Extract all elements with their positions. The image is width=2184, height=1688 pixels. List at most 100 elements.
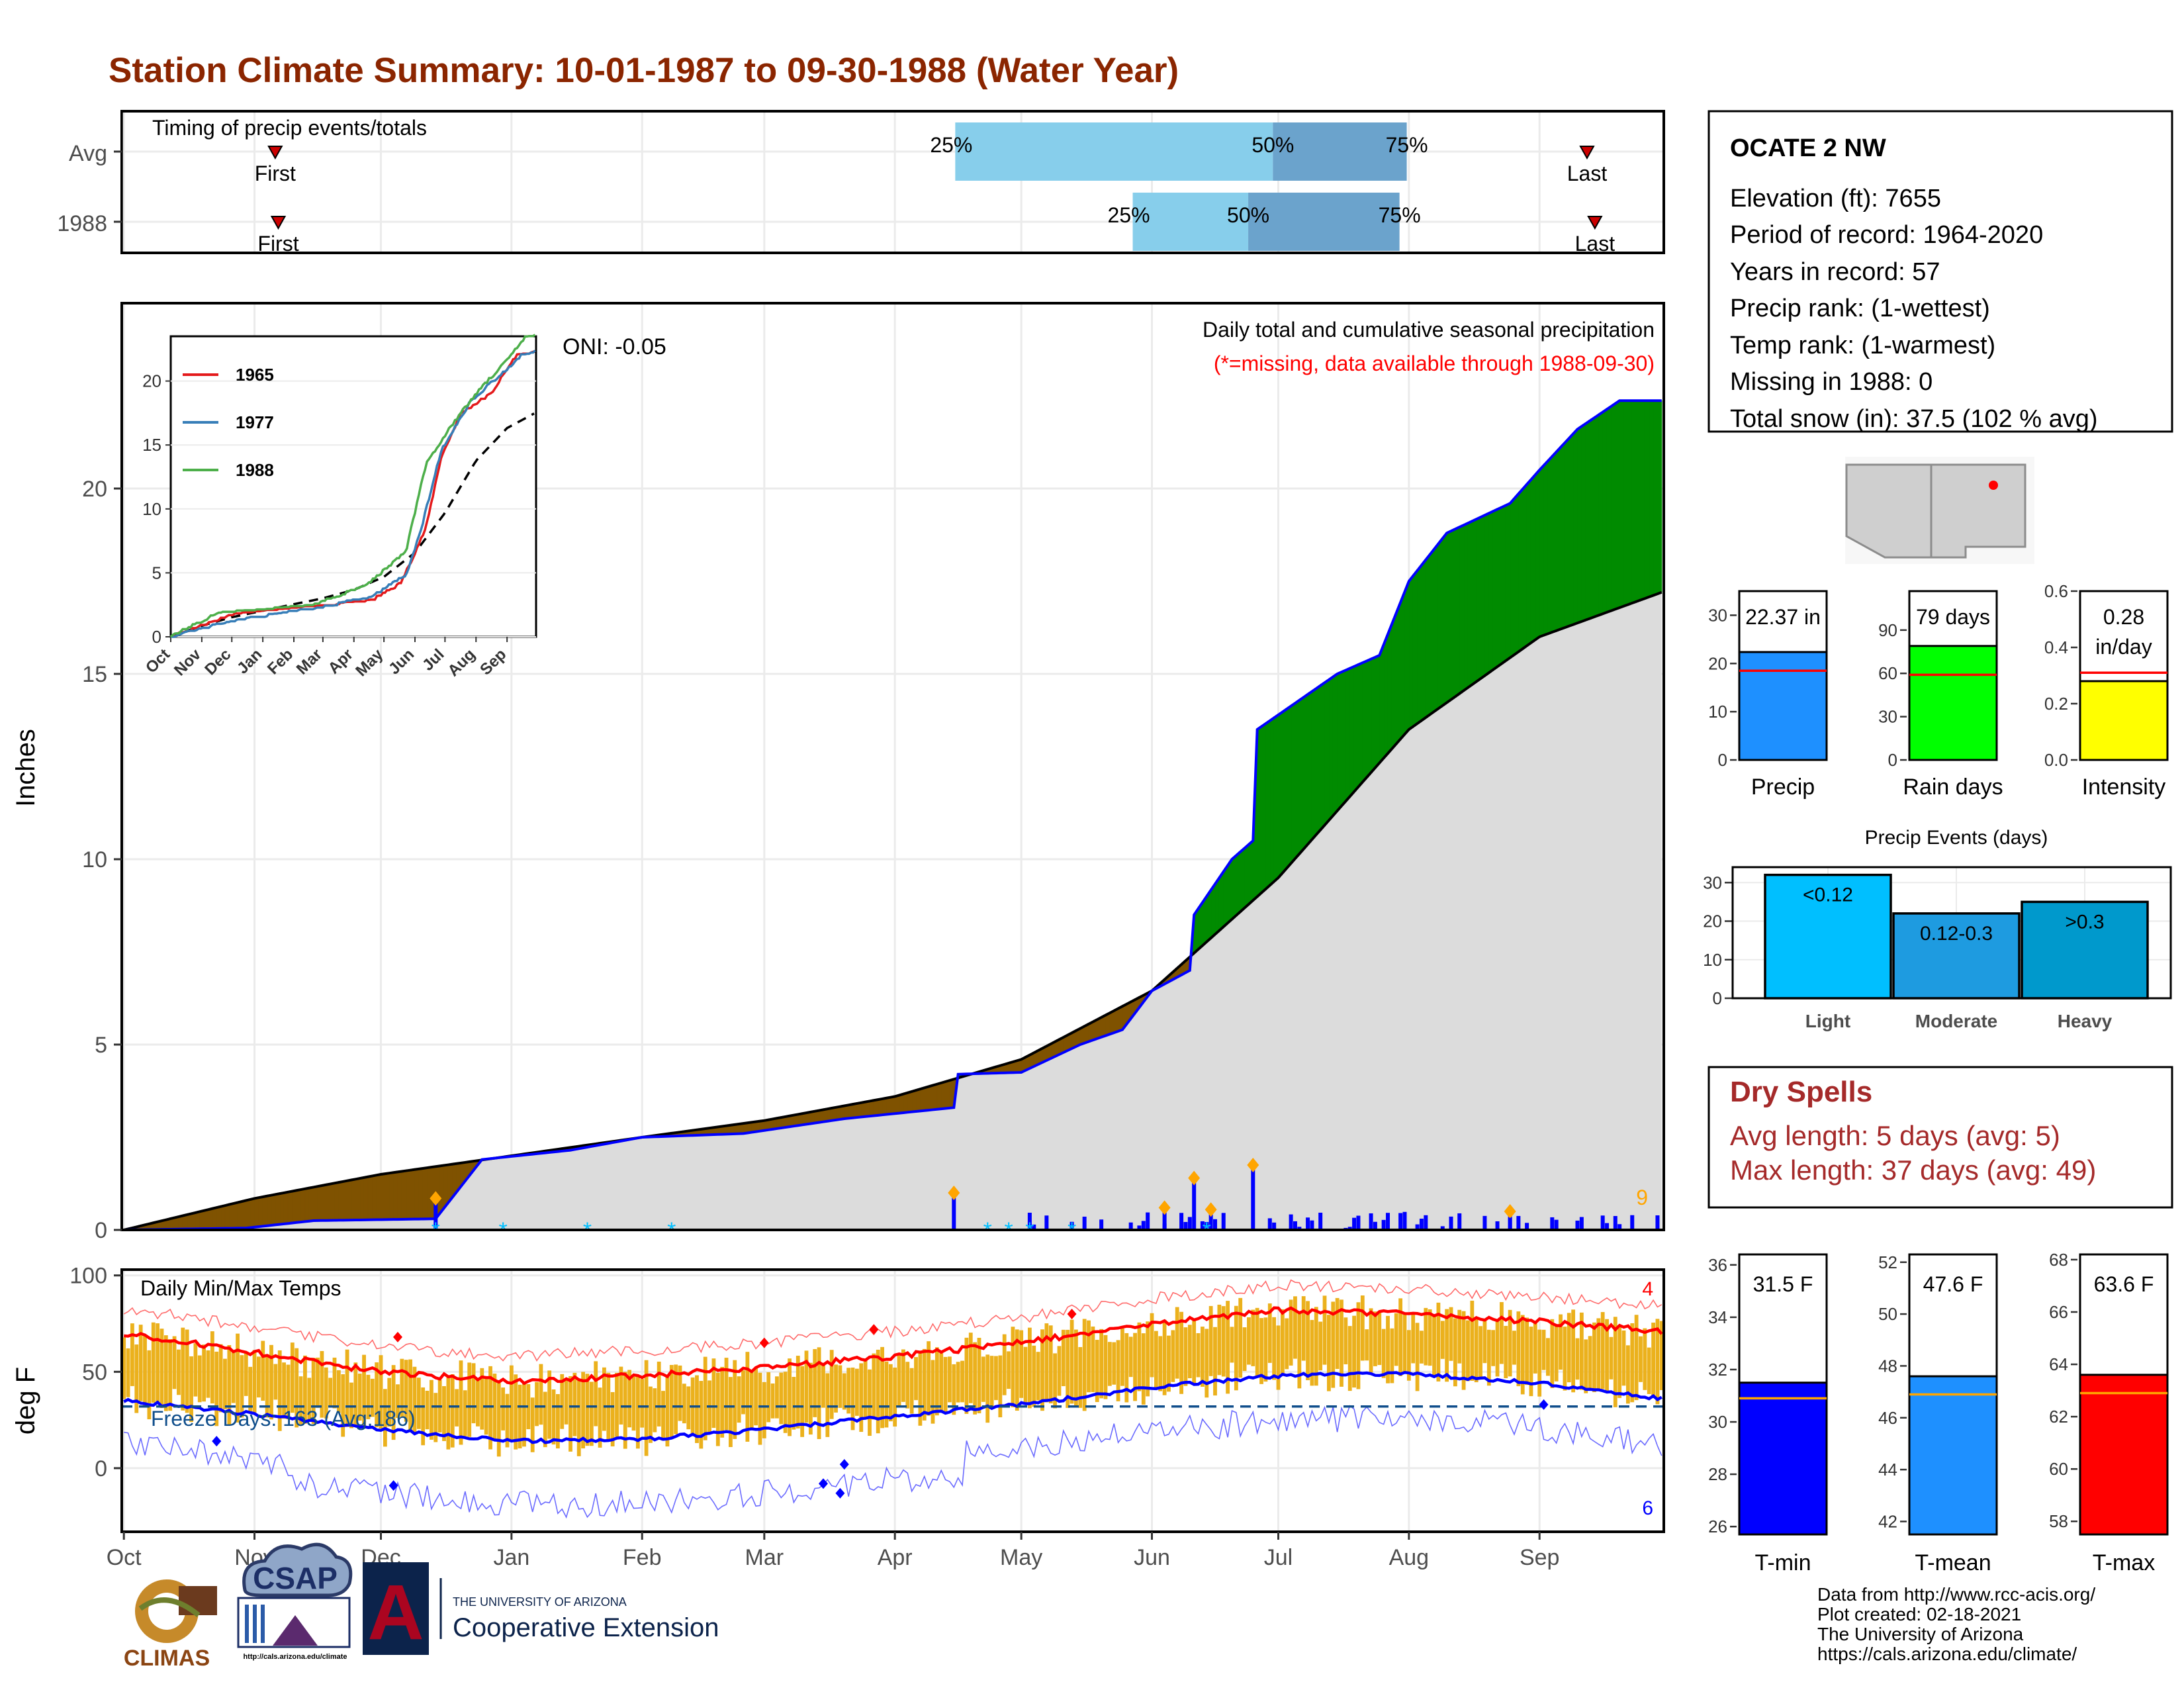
cumulative-departure-segment xyxy=(1421,559,1426,722)
cumulative-departure-segment xyxy=(220,1205,226,1229)
daily-temp-range-bar xyxy=(1167,1335,1171,1392)
daily-temp-range-bar xyxy=(303,1355,307,1424)
cumulative-departure-segment xyxy=(367,1175,373,1221)
temp-bar-tick-label: 32 xyxy=(1708,1360,1727,1380)
mini-bar-value xyxy=(1738,651,1828,761)
temp-bar-tick-label: 62 xyxy=(2049,1407,2068,1427)
cumulative-departure-segment xyxy=(287,1190,293,1224)
daily-temp-range-bar xyxy=(1613,1317,1617,1407)
daily-precip-bar xyxy=(1082,1216,1087,1230)
daily-temp-range-bar xyxy=(518,1384,522,1449)
daily-temp-range-bar xyxy=(854,1368,859,1416)
daily-temp-range-bar xyxy=(134,1344,139,1413)
cumulative-departure-segment xyxy=(1391,612,1397,750)
cumulative-departure-segment xyxy=(1442,532,1447,706)
daily-temp-range-bar xyxy=(1651,1323,1655,1397)
daily-temp-range-bar xyxy=(1192,1320,1197,1385)
cumulative-departure-segment xyxy=(212,1207,217,1229)
daily-temp-range-bar xyxy=(1609,1336,1614,1380)
daily-temp-range-bar xyxy=(416,1378,421,1429)
cumulative-departure-segment xyxy=(1362,660,1367,783)
mini-bar-value-label: 79 days xyxy=(1916,605,1990,629)
daily-temp-range-bar xyxy=(122,1337,126,1399)
daily-precip-bar xyxy=(1381,1219,1386,1230)
daily-temp-range-bar xyxy=(1466,1320,1470,1382)
month-tick-label: Feb xyxy=(623,1545,662,1570)
credit-plot-created: Plot created: 02-18-2021 xyxy=(1817,1604,2021,1624)
station-period: Period of record: 1964-2020 xyxy=(1730,221,2043,249)
daily-temp-range-bar xyxy=(1525,1317,1529,1385)
daily-precip-bar xyxy=(1318,1212,1323,1230)
daily-temp-range-bar xyxy=(943,1356,948,1414)
daily-temp-range-bar xyxy=(829,1350,834,1419)
daily-temp-range-bar xyxy=(467,1362,472,1437)
daily-temp-range-bar xyxy=(1550,1319,1555,1388)
cumulative-departure-segment xyxy=(928,1084,933,1111)
station-precip-rank: Precip rank: (1-wettest) xyxy=(1730,295,1990,322)
daily-temp-range-bar xyxy=(610,1392,615,1447)
daily-temp-range-bar xyxy=(501,1387,506,1430)
cumulative-departure-segment xyxy=(342,1180,348,1221)
cumulative-departure-segment xyxy=(241,1199,247,1229)
daily-temp-range-bar xyxy=(927,1341,931,1416)
timing-label: Timing of precip events/totals xyxy=(152,116,427,140)
temp-y-tick-label: 50 xyxy=(82,1360,107,1385)
station-missing: Missing in 1988: 0 xyxy=(1730,368,1933,396)
precip-events-chart: Precip Events (days) 0 10 20 30 <0.12 Light 0.… xyxy=(1703,827,2172,1031)
cumulative-departure-segment xyxy=(1206,889,1212,943)
precip-summary-bars: 22.37 in 0 10 20 30 Precip 79 days 0 30 60 90 Rain … xyxy=(1708,581,2169,800)
daily-temp-range-bar xyxy=(669,1364,674,1437)
daily-temp-range-bar xyxy=(1141,1333,1146,1405)
daily-precip-bar xyxy=(1550,1217,1555,1230)
daily-temp-range-bar xyxy=(1221,1306,1226,1377)
cumulative-departure-segment xyxy=(1640,400,1645,601)
daily-precip-bar xyxy=(1605,1223,1610,1230)
daily-precip-bar xyxy=(1205,1222,1209,1230)
station-info-box: OCATE 2 NW Elevation (ft): 7655 Period o… xyxy=(1707,110,2173,433)
mini-bar-value xyxy=(1908,645,1998,761)
record-max-count: 4 xyxy=(1642,1278,1653,1300)
temp-bar-tick-label: 34 xyxy=(1708,1307,1727,1327)
cumulative-departure-segment xyxy=(873,1099,879,1117)
daily-temp-range-bar xyxy=(1099,1329,1104,1399)
daily-temp-range-bar xyxy=(446,1375,451,1450)
station-elevation: Elevation (ft): 7655 xyxy=(1730,185,1941,212)
daily-temp-range-bar xyxy=(1201,1327,1205,1387)
daily-temp-range-bar xyxy=(817,1347,821,1439)
daily-temp-range-bar xyxy=(1575,1338,1580,1380)
mini-bar-label: Intensity xyxy=(2082,774,2166,800)
cumulative-departure-segment xyxy=(439,1164,445,1215)
daily-temp-range-bar xyxy=(715,1372,720,1446)
cumulative-departure-segment xyxy=(317,1185,322,1221)
daily-temp-range-bar xyxy=(1318,1321,1323,1371)
daily-temp-range-bar xyxy=(1424,1307,1428,1366)
temp-bar-tick-label: 26 xyxy=(1708,1517,1727,1536)
cumulative-departure-segment xyxy=(1400,591,1405,740)
daily-temp-range-bar xyxy=(850,1367,855,1430)
daily-temp-range-bar xyxy=(1011,1327,1015,1407)
cumulative-departure-segment xyxy=(919,1087,925,1111)
credit-university: The University of Arizona xyxy=(1817,1624,2024,1644)
oni-label: ONI: -0.05 xyxy=(563,334,666,359)
cumulative-departure-segment xyxy=(1581,422,1586,622)
precip-y-tick-label: 0 xyxy=(95,1218,107,1243)
daily-temp-range-bar xyxy=(733,1360,737,1439)
daily-temp-range-bar xyxy=(1584,1339,1588,1393)
record-high-marker xyxy=(392,1331,402,1342)
cumulative-departure-segment xyxy=(1311,688,1317,841)
daily-temp-range-bar xyxy=(311,1358,316,1424)
cumulative-departure-segment xyxy=(422,1167,428,1219)
station-snow: Total snow (in): 37.5 (102 % avg) xyxy=(1730,405,2098,433)
cumulative-departure-segment xyxy=(410,1169,415,1220)
cumulative-departure-segment xyxy=(279,1192,285,1225)
daily-precip-bar xyxy=(1069,1221,1074,1230)
daily-temp-range-bar xyxy=(1605,1319,1609,1393)
cumulative-departure-segment xyxy=(191,1212,196,1229)
daily-temp-range-bar xyxy=(295,1348,299,1428)
heavy-precip-marker xyxy=(1158,1200,1171,1215)
daily-temp-range-bar xyxy=(555,1394,560,1449)
temp-bar-tick-label: 68 xyxy=(2049,1250,2068,1270)
daily-temp-range-bar xyxy=(151,1322,156,1403)
daily-temp-range-bar xyxy=(1137,1322,1142,1391)
